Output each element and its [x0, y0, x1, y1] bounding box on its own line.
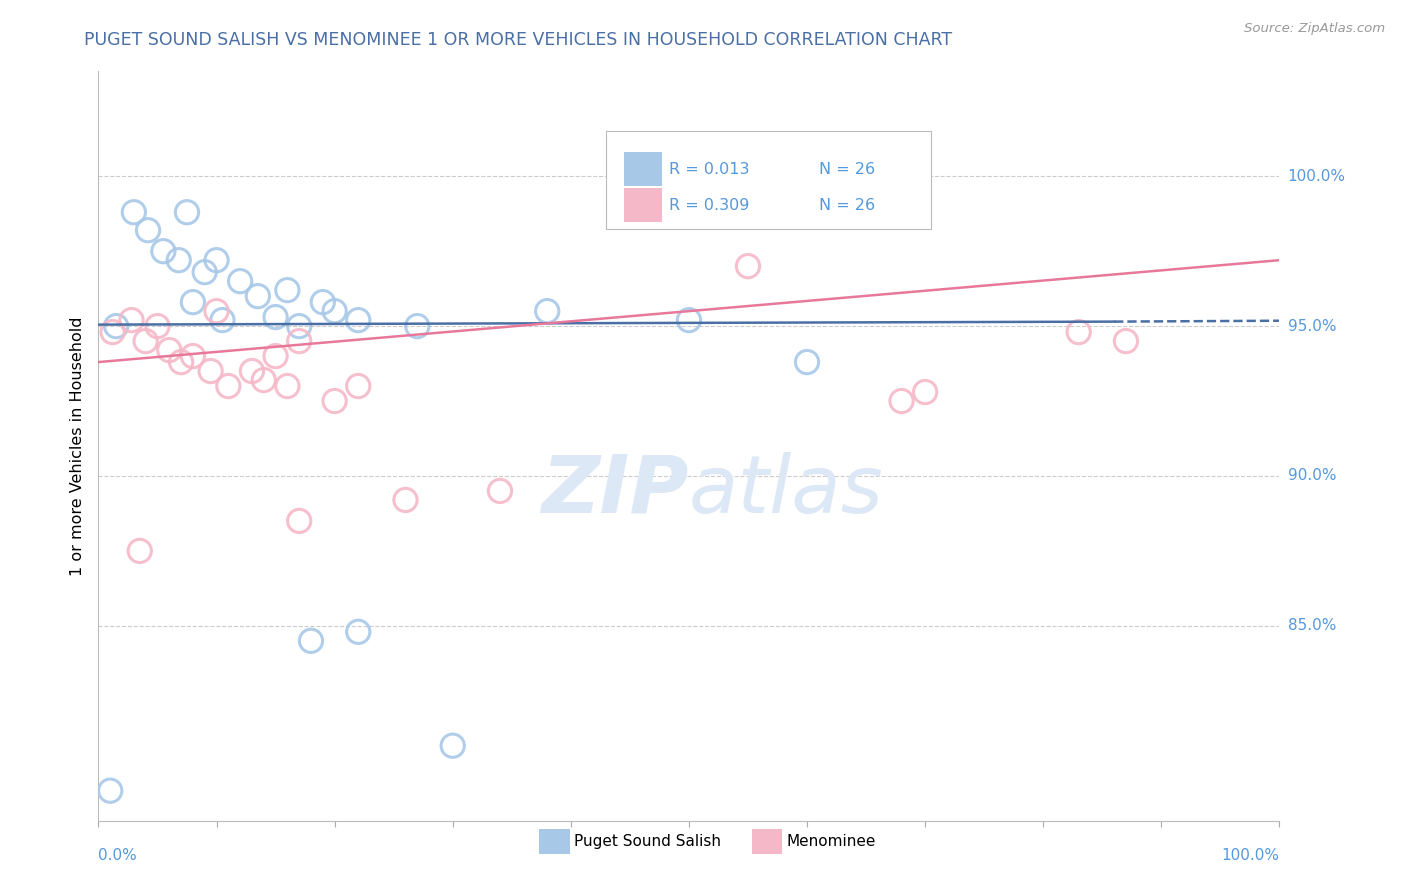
- Point: [406, 319, 429, 334]
- Text: Menominee: Menominee: [787, 834, 876, 849]
- Point: [217, 379, 239, 393]
- Point: [288, 319, 311, 334]
- Text: PUGET SOUND SALISH VS MENOMINEE 1 OR MORE VEHICLES IN HOUSEHOLD CORRELATION CHAR: PUGET SOUND SALISH VS MENOMINEE 1 OR MOR…: [84, 31, 952, 49]
- Point: [205, 304, 228, 318]
- Point: [276, 379, 298, 393]
- Y-axis label: 1 or more Vehicles in Household: 1 or more Vehicles in Household: [70, 317, 86, 575]
- Text: 100.0%: 100.0%: [1222, 848, 1279, 863]
- Point: [678, 313, 700, 327]
- Point: [1115, 334, 1137, 348]
- FancyBboxPatch shape: [606, 131, 931, 228]
- Point: [128, 544, 150, 558]
- Point: [136, 223, 159, 237]
- Text: 0.0%: 0.0%: [98, 848, 138, 863]
- Point: [146, 319, 169, 334]
- Point: [181, 349, 204, 363]
- Point: [1067, 325, 1090, 339]
- Point: [536, 304, 558, 318]
- Point: [253, 373, 276, 387]
- Point: [170, 355, 193, 369]
- Point: [323, 304, 346, 318]
- FancyBboxPatch shape: [538, 829, 569, 855]
- Point: [205, 253, 228, 268]
- Point: [796, 355, 818, 369]
- Point: [176, 205, 198, 219]
- Text: N = 26: N = 26: [818, 198, 875, 212]
- Text: atlas: atlas: [689, 452, 884, 530]
- Text: 100.0%: 100.0%: [1288, 169, 1346, 184]
- Point: [737, 259, 759, 273]
- Point: [288, 514, 311, 528]
- Text: 85.0%: 85.0%: [1288, 618, 1336, 633]
- Text: R = 0.309: R = 0.309: [669, 198, 749, 212]
- Point: [246, 289, 269, 303]
- Point: [101, 325, 124, 339]
- Point: [441, 739, 464, 753]
- Text: Puget Sound Salish: Puget Sound Salish: [575, 834, 721, 849]
- Point: [264, 349, 287, 363]
- Point: [264, 310, 287, 325]
- Point: [489, 483, 512, 498]
- Point: [200, 364, 222, 378]
- Text: ZIP: ZIP: [541, 452, 689, 530]
- Point: [98, 783, 121, 797]
- Point: [312, 295, 335, 310]
- Text: 90.0%: 90.0%: [1288, 468, 1336, 483]
- FancyBboxPatch shape: [624, 152, 662, 186]
- Point: [914, 385, 936, 400]
- Text: 95.0%: 95.0%: [1288, 318, 1336, 334]
- Point: [167, 253, 190, 268]
- Point: [152, 244, 174, 259]
- Point: [135, 334, 157, 348]
- Text: R = 0.013: R = 0.013: [669, 161, 749, 177]
- Point: [323, 394, 346, 409]
- Point: [890, 394, 912, 409]
- Point: [240, 364, 263, 378]
- Point: [347, 379, 370, 393]
- FancyBboxPatch shape: [624, 188, 662, 222]
- Point: [229, 274, 252, 288]
- Point: [299, 633, 322, 648]
- FancyBboxPatch shape: [752, 829, 782, 855]
- Text: N = 26: N = 26: [818, 161, 875, 177]
- Point: [394, 492, 416, 507]
- Point: [121, 313, 143, 327]
- Text: Source: ZipAtlas.com: Source: ZipAtlas.com: [1244, 22, 1385, 36]
- Point: [122, 205, 145, 219]
- Point: [194, 265, 217, 279]
- Point: [211, 313, 233, 327]
- Point: [181, 295, 204, 310]
- Point: [288, 334, 311, 348]
- Point: [276, 283, 298, 297]
- Point: [347, 313, 370, 327]
- Point: [157, 343, 180, 357]
- Point: [347, 624, 370, 639]
- Point: [105, 319, 128, 334]
